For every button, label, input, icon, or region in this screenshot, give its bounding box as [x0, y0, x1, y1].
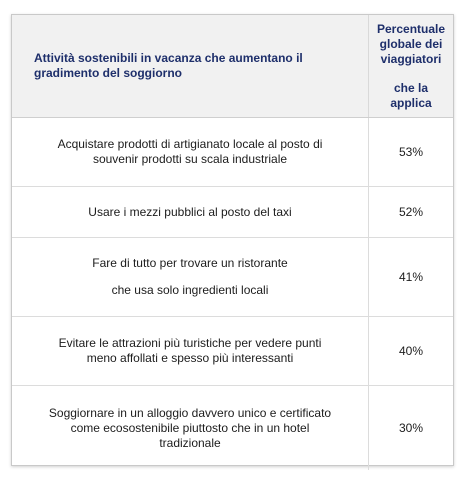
activity-line: Acquistare prodotti di artigianato local…: [57, 137, 323, 151]
percent-cell: 40%: [368, 316, 453, 386]
table-row: Fare di tutto per trovare un ristorante …: [12, 237, 453, 317]
table-row: Soggiornare in un alloggio davvero unico…: [12, 385, 453, 470]
activity-cell: Acquistare prodotti di artigianato local…: [12, 117, 369, 187]
table-header-row: Attività sostenibili in vacanza che aume…: [12, 15, 453, 118]
table-row: Evitare le attrazioni più turistiche per…: [12, 316, 453, 386]
percent-cell: 52%: [368, 186, 453, 238]
header-gap: [377, 67, 445, 81]
activity-line: tradizionale: [159, 435, 221, 450]
activity-line: Evitare le attrazioni più turistiche per…: [58, 336, 322, 350]
header-percentage-line-1: Percentuale: [377, 21, 446, 36]
header-percentage-line-4: che la applica: [390, 80, 432, 110]
header-percentage-line-3: viaggiatori: [380, 51, 442, 66]
activity-line: souvenir prodotti su scala industriale: [92, 152, 288, 166]
header-percentage: Percentuale globale dei viaggiatori che …: [368, 15, 453, 118]
activity-line: come ecosostenibile piuttosto che in un …: [70, 420, 310, 435]
activity-cell: Usare i mezzi pubblici al posto del taxi: [12, 186, 369, 238]
activity-cell: Fare di tutto per trovare un ristorante …: [12, 237, 369, 317]
table-row: Acquistare prodotti di artigianato local…: [12, 117, 453, 187]
activity-line: meno affollati e spesso più interessanti: [86, 351, 294, 365]
percent-cell: 53%: [368, 117, 453, 187]
percent-cell: 41%: [368, 237, 453, 317]
percent-cell: 30%: [398, 420, 424, 435]
sustainability-table: Attività sostenibili in vacanza che aume…: [11, 14, 454, 470]
data-table: Attività sostenibili in vacanza che aume…: [12, 15, 453, 470]
activity-line: Usare i mezzi pubblici al posto del taxi: [88, 204, 292, 219]
activity-line: Soggiornare in un alloggio davvero unico…: [48, 405, 332, 420]
paragraph-gap: [22, 271, 358, 283]
header-activity: Attività sostenibili in vacanza che aume…: [12, 15, 369, 118]
activity-cell: Evitare le attrazioni più turistiche per…: [12, 316, 369, 386]
header-percentage-line-2: globale dei: [379, 36, 443, 51]
activity-cell: Soggiornare in un alloggio davvero unico…: [12, 385, 369, 470]
activity-line: Fare di tutto per trovare un ristorante: [92, 256, 288, 270]
activity-line: che usa solo ingredienti locali: [111, 283, 269, 297]
table-row: Usare i mezzi pubblici al posto del taxi…: [12, 186, 453, 238]
